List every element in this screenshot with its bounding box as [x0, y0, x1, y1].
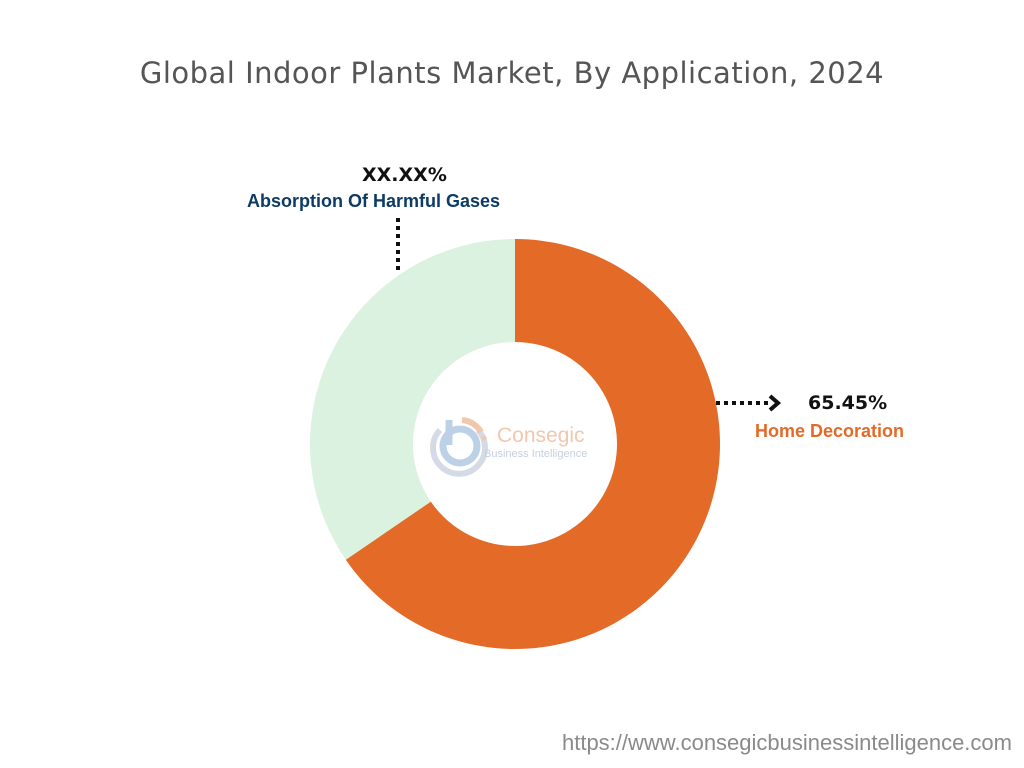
home-category-label: Home Decoration [755, 421, 905, 441]
logo-icon [430, 417, 488, 477]
donut-slice-absorption-of-harmful-gases [310, 239, 515, 560]
footer-url[interactable]: https://www.consegicbusinessintelligence… [561, 730, 1012, 755]
absorption-percent-label: XX.XX% [362, 164, 447, 186]
home-percent-label: 65.45% [808, 392, 888, 414]
logo-text: Consegic [497, 424, 585, 447]
donut-slice-home-decoration [345, 239, 720, 649]
logo-subtext: Business Intelligence [484, 448, 588, 460]
absorption-category-label: Absorption Of Harmful Gases [247, 191, 501, 211]
chart-title: Global Indoor Plants Market, By Applicat… [139, 56, 885, 90]
arrow-right-icon [768, 394, 782, 412]
